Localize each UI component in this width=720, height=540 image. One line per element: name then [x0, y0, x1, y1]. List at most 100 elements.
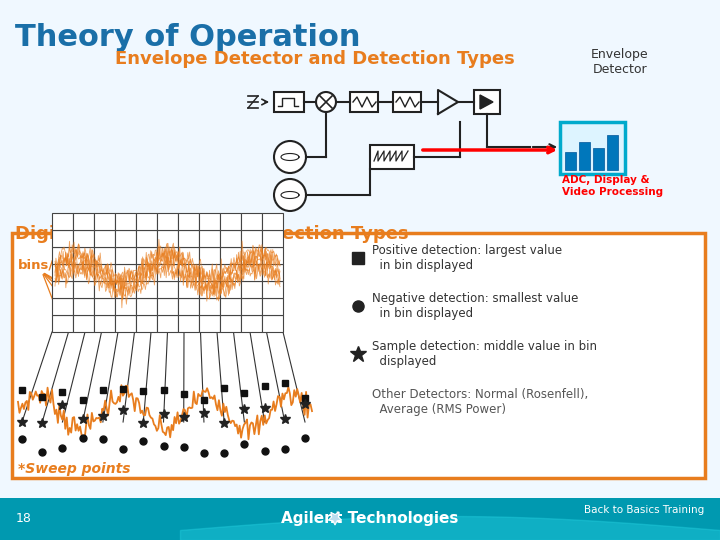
Bar	[115, 213, 136, 230]
Bar	[262, 264, 283, 281]
Bar	[94, 281, 115, 298]
Text: Positive detection: largest value
  in bin displayed: Positive detection: largest value in bin…	[372, 244, 562, 272]
Text: Digitally Implemented Detection Types: Digitally Implemented Detection Types	[15, 225, 409, 243]
Text: Envelope
Detector: Envelope Detector	[591, 48, 649, 76]
Bar	[94, 315, 115, 332]
Bar	[94, 264, 115, 281]
Bar	[199, 298, 220, 315]
Bar	[178, 298, 199, 315]
Bar	[370, 145, 414, 169]
Bar	[0, 498, 720, 540]
Bar	[94, 247, 115, 264]
Text: 18: 18	[16, 512, 32, 525]
Text: bins/buckets: bins/buckets	[18, 259, 113, 272]
Bar	[94, 298, 115, 315]
Bar	[115, 281, 136, 298]
Bar	[52, 247, 73, 264]
Bar	[350, 92, 378, 112]
Bar	[73, 264, 94, 281]
Bar	[73, 298, 94, 315]
Text: ADC, Display &
Video Processing: ADC, Display & Video Processing	[562, 175, 663, 197]
Text: Other Detectors: Normal (Rosenfell),
  Average (RMS Power): Other Detectors: Normal (Rosenfell), Ave…	[372, 388, 588, 416]
Bar	[73, 247, 94, 264]
Bar	[115, 230, 136, 247]
Bar	[94, 213, 115, 230]
Bar	[199, 315, 220, 332]
Bar	[178, 315, 199, 332]
Bar	[241, 213, 262, 230]
Bar	[241, 230, 262, 247]
Bar	[220, 298, 241, 315]
Bar	[52, 281, 73, 298]
Bar	[52, 264, 73, 281]
Bar	[136, 281, 157, 298]
Bar	[178, 281, 199, 298]
Bar	[157, 298, 178, 315]
Bar	[136, 213, 157, 230]
Bar	[115, 315, 136, 332]
Bar	[52, 213, 73, 230]
Bar	[579, 142, 590, 170]
Bar	[136, 264, 157, 281]
Bar	[178, 213, 199, 230]
Bar	[157, 247, 178, 264]
Bar	[157, 213, 178, 230]
Bar	[262, 298, 283, 315]
Bar	[241, 315, 262, 332]
Circle shape	[274, 179, 306, 211]
Bar	[274, 92, 304, 112]
Bar	[220, 247, 241, 264]
Bar	[199, 264, 220, 281]
Bar	[73, 281, 94, 298]
Text: Agilent Technologies: Agilent Technologies	[282, 510, 459, 525]
Bar	[136, 298, 157, 315]
Bar	[52, 315, 73, 332]
Bar	[220, 264, 241, 281]
Text: Back to Basics Training: Back to Basics Training	[584, 505, 704, 515]
Bar	[474, 90, 500, 114]
Bar	[157, 230, 178, 247]
Bar	[262, 315, 283, 332]
Bar	[73, 315, 94, 332]
Bar	[136, 230, 157, 247]
Bar	[220, 213, 241, 230]
Bar	[262, 281, 283, 298]
Bar	[178, 264, 199, 281]
Bar	[199, 230, 220, 247]
Bar	[393, 92, 421, 112]
Bar	[593, 148, 604, 170]
Bar	[157, 264, 178, 281]
Bar	[94, 230, 115, 247]
Bar	[52, 298, 73, 315]
Bar	[157, 281, 178, 298]
Bar	[157, 315, 178, 332]
Bar	[115, 264, 136, 281]
Circle shape	[316, 92, 336, 112]
Bar	[607, 135, 618, 170]
Bar	[73, 230, 94, 247]
Bar	[220, 230, 241, 247]
Bar	[241, 264, 262, 281]
Bar	[199, 281, 220, 298]
Polygon shape	[328, 512, 342, 525]
Bar	[220, 315, 241, 332]
Bar	[565, 152, 576, 170]
Bar	[136, 247, 157, 264]
Bar	[115, 247, 136, 264]
Bar	[262, 230, 283, 247]
Bar	[178, 247, 199, 264]
Text: Envelope Detector and Detection Types: Envelope Detector and Detection Types	[115, 50, 515, 68]
Circle shape	[274, 141, 306, 173]
Bar	[199, 247, 220, 264]
Polygon shape	[480, 95, 493, 109]
Bar	[262, 213, 283, 230]
FancyBboxPatch shape	[12, 233, 705, 478]
Text: Negative detection: smallest value
  in bin displayed: Negative detection: smallest value in bi…	[372, 292, 578, 320]
Text: Sample detection: middle value in bin
  displayed: Sample detection: middle value in bin di…	[372, 340, 597, 368]
Bar	[262, 247, 283, 264]
Bar	[178, 230, 199, 247]
FancyBboxPatch shape	[560, 122, 625, 174]
Bar	[220, 281, 241, 298]
Bar	[73, 213, 94, 230]
Bar	[52, 230, 73, 247]
